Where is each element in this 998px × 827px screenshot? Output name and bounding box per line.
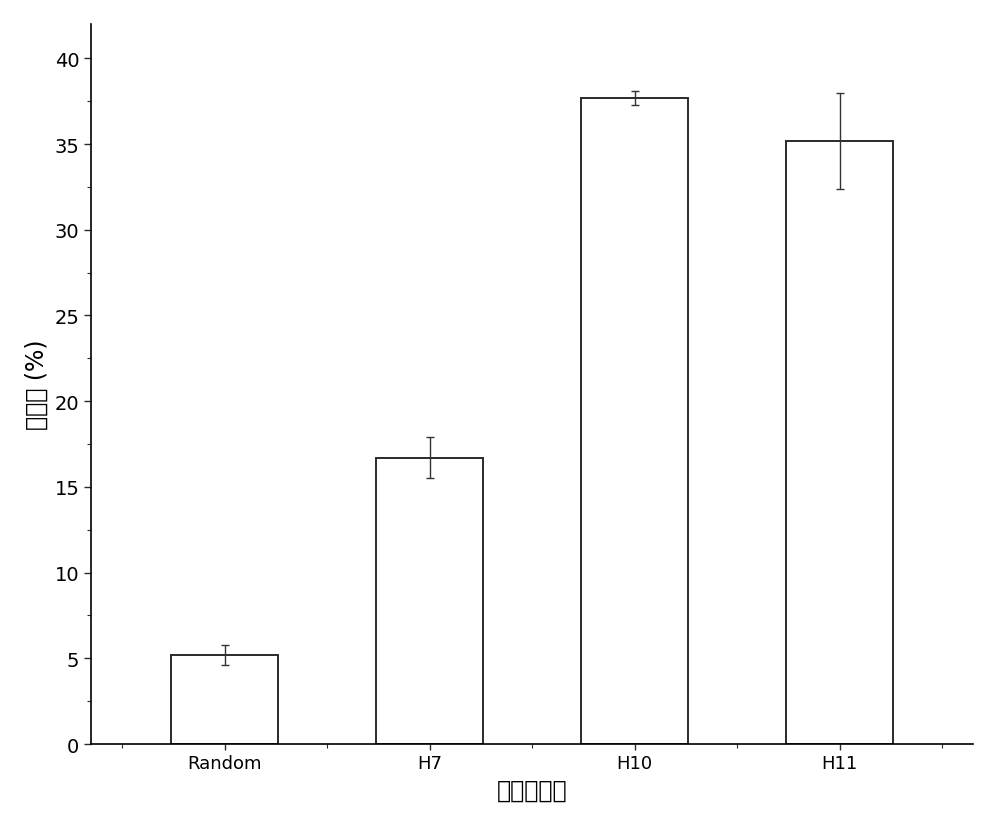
Bar [172, 655, 277, 744]
Y-axis label: 抑菌率 (%): 抑菌率 (%) [25, 339, 49, 430]
Bar [376, 458, 483, 744]
Bar [581, 98, 688, 744]
X-axis label: 核酸适配体: 核酸适配体 [497, 778, 568, 802]
Bar [786, 141, 893, 744]
